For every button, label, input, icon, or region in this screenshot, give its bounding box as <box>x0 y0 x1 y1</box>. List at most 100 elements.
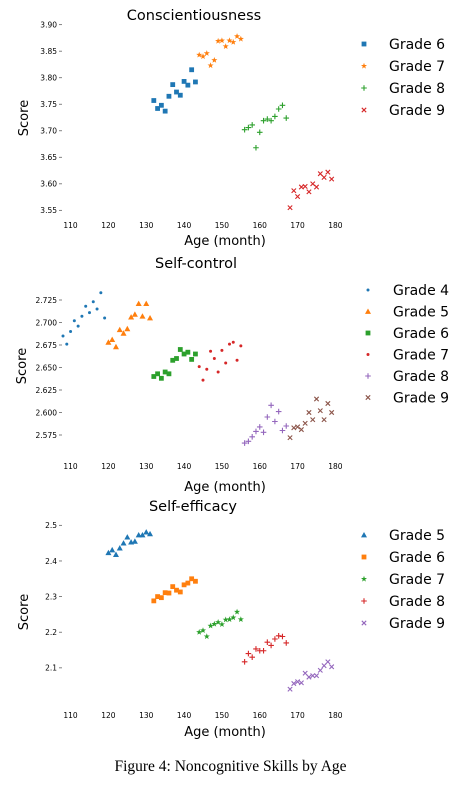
data-point <box>310 417 316 423</box>
legend-label: Grade 9 <box>389 103 445 119</box>
x-tick-label: 150 <box>215 221 230 230</box>
x-axis-label: Age (month) <box>184 725 266 740</box>
y-tick-label: 3.85 <box>40 47 57 56</box>
y-tick-label: 2.725 <box>36 296 58 305</box>
data-point <box>185 82 191 88</box>
y-tick-label: 3.75 <box>40 100 57 109</box>
data-point <box>199 627 207 634</box>
x-axis-label: Age (month) <box>184 480 266 495</box>
legend-label: Grade 7 <box>393 348 449 364</box>
data-point <box>313 673 320 679</box>
data-point <box>170 357 176 363</box>
data-point <box>230 614 237 621</box>
y-tick-label: 2.1 <box>45 664 57 673</box>
data-point <box>245 438 252 445</box>
data-point <box>306 674 312 680</box>
data-point <box>224 361 228 365</box>
y-tick-label: 2.600 <box>36 408 58 417</box>
data-point <box>177 589 183 595</box>
legend-marker <box>365 308 371 314</box>
data-point <box>321 174 327 181</box>
y-tick-label: 2.3 <box>45 592 57 601</box>
x-tick-label: 120 <box>101 221 116 230</box>
figure-caption: Figure 4: Noncognitive Skills by Age <box>114 758 347 775</box>
x-tick-label: 120 <box>101 711 116 720</box>
legend-marker <box>361 41 367 47</box>
series-grade-8 <box>241 102 290 151</box>
data-point <box>203 633 210 640</box>
data-point <box>241 658 248 665</box>
data-point <box>287 686 293 692</box>
x-axis-label: Age (month) <box>184 234 266 249</box>
legend-marker <box>361 620 367 626</box>
data-point <box>291 425 297 431</box>
data-point <box>151 598 157 604</box>
figure-canvas: Conscientiousness 3.55 3.60 3.65 3.70 3.75 3.8… <box>15 8 449 740</box>
legend: Grade 6 Grade 7 Grade 8 Grade 9 <box>360 37 445 119</box>
legend-marker <box>366 288 370 292</box>
panel-2: Self-control 2.575 2.600 2.625 2.650 2.675 2.7… <box>15 256 449 495</box>
legend-marker <box>365 394 371 401</box>
y-tick-label: 2.4 <box>45 557 57 566</box>
x-tick-label: 170 <box>290 711 305 720</box>
data-point <box>166 590 172 596</box>
y-tick-label: 3.65 <box>40 153 57 162</box>
legend-marker <box>361 107 367 113</box>
x-tick-label: 170 <box>290 221 305 230</box>
data-point <box>69 330 73 333</box>
legend-label: Grade 7 <box>389 572 445 588</box>
data-point <box>268 642 274 649</box>
data-point <box>109 546 116 553</box>
y-tick-label: 3.70 <box>40 127 57 136</box>
data-point <box>287 205 293 211</box>
data-point <box>166 93 172 99</box>
data-point <box>155 594 160 599</box>
data-point <box>235 358 239 362</box>
data-point <box>207 622 214 629</box>
data-point <box>155 106 160 111</box>
data-point <box>211 620 218 627</box>
data-point <box>128 314 135 320</box>
data-point <box>260 647 267 654</box>
x-tick-label: 160 <box>253 462 268 471</box>
series-grade-8 <box>241 402 290 446</box>
data-point <box>116 545 123 551</box>
data-point <box>317 408 323 414</box>
data-point <box>174 587 179 593</box>
data-point <box>116 326 123 333</box>
data-point <box>253 428 259 435</box>
data-point <box>279 102 286 109</box>
data-point <box>295 424 301 430</box>
x-tick-label: 110 <box>63 711 78 720</box>
series-grade-5 <box>105 300 154 350</box>
x-tick-label: 110 <box>63 462 78 471</box>
legend-marker <box>365 373 371 379</box>
data-point <box>306 409 312 416</box>
data-point <box>196 51 203 58</box>
chart-title: Self-control <box>155 256 237 272</box>
x-tick-label: 130 <box>139 462 154 471</box>
data-point <box>189 67 195 73</box>
x-tick-label: 140 <box>177 221 192 230</box>
data-point <box>162 590 168 596</box>
data-point <box>325 659 331 665</box>
data-point <box>105 339 112 345</box>
data-point <box>256 129 263 136</box>
data-point <box>313 184 320 190</box>
data-point <box>147 315 154 321</box>
legend-label: Grade 5 <box>393 305 449 321</box>
x-tick-label: 150 <box>215 462 230 471</box>
legend-label: Grade 9 <box>389 616 445 632</box>
x-tick-label: 150 <box>215 711 230 720</box>
data-point <box>325 400 331 407</box>
series-grade-9 <box>287 396 335 441</box>
data-point <box>174 89 179 95</box>
y-tick-label: 3.55 <box>40 206 57 215</box>
data-point <box>143 300 150 306</box>
data-point <box>135 300 142 306</box>
legend-marker <box>366 353 370 356</box>
data-point <box>109 336 116 342</box>
data-point <box>87 311 91 315</box>
chart-title: Conscientiousness <box>127 8 261 24</box>
data-point <box>241 440 248 446</box>
